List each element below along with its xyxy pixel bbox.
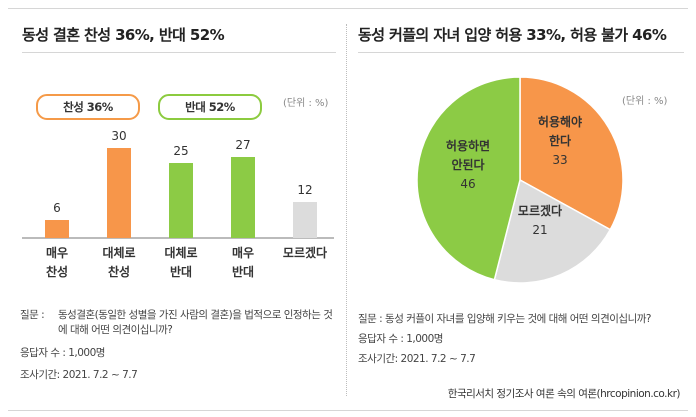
pie-value-label-3: 46 [460, 177, 475, 191]
pie-slice-1 [519, 76, 624, 231]
bar-value-label-4: 27 [235, 138, 250, 152]
bar-value-label-1: 6 [53, 201, 61, 215]
bar-category-label-4-1: 매우 [232, 245, 254, 260]
bar-1 [45, 220, 69, 238]
pie-slice-label-1-1: 허용해야 [538, 114, 582, 129]
pie-slice-3 [416, 76, 521, 281]
left-chart-title: 동성 결혼 찬성 36%, 반대 52% [22, 26, 225, 44]
left-title-underline [22, 52, 336, 53]
panel-divider [346, 24, 347, 396]
pie-slice-label-3-1: 허용하면 [446, 138, 490, 153]
pie-slice-label-2-1: 모르겠다 [518, 203, 562, 218]
bar-category-label-2-1: 대체로 [102, 245, 135, 260]
right-title-underline [358, 52, 684, 53]
left-question: 질문 : 동성결혼(동일한 성별을 가진 사람의 결혼)을 법적으로 인정하는 … [20, 308, 336, 338]
bar-category-label-5-1: 모르겠다 [283, 245, 327, 260]
right-question: 질문 : 동성 커플이 자녀를 입양해 키우는 것에 대해 어떤 의견이십니까? [358, 313, 651, 325]
left-respondents: 응답자 수 : 1,000명 [20, 347, 105, 359]
frame-bottom-border [8, 410, 688, 411]
legend-agree: 찬성 36% [36, 94, 140, 120]
source-credit: 한국리서치 정기조사 여론 속의 여론(hrcopinion.co.kr) [447, 388, 681, 400]
bar-value-label-3: 25 [173, 144, 188, 158]
frame-top-border [8, 8, 688, 9]
bar-2 [107, 148, 131, 238]
bar-category-label-2-2: 찬성 [108, 264, 130, 279]
pie-slice-2 [493, 178, 612, 284]
bar-category-label-1-2: 찬성 [46, 264, 68, 279]
bar-5 [293, 202, 317, 238]
right-survey-period: 조사기간: 2021. 7.2 ~ 7.7 [358, 353, 476, 365]
pie-slice-label-3-2: 안된다 [451, 157, 484, 172]
pie-value-label-1: 33 [552, 153, 567, 167]
bar-value-label-2: 30 [111, 129, 126, 143]
bar-category-label-1-1: 매우 [46, 245, 68, 260]
bar-category-label-3-2: 반대 [170, 264, 192, 279]
left-unit-label: (단위 : %) [283, 98, 329, 109]
bar-4 [231, 157, 255, 238]
bar-3 [169, 163, 193, 238]
bar-value-label-5: 12 [297, 183, 312, 197]
bar-category-label-3-1: 대체로 [164, 245, 197, 260]
right-unit-label: (단위 : %) [622, 96, 668, 107]
pie-value-label-2: 21 [532, 223, 547, 237]
pie-slice-label-1-2: 한다 [549, 133, 571, 148]
legend-disagree: 반대 52% [158, 94, 262, 120]
bar-category-label-4-2: 반대 [232, 264, 254, 279]
left-survey-period: 조사기간: 2021. 7.2 ~ 7.7 [20, 369, 138, 381]
left-question-label: 질문 : [20, 309, 45, 321]
right-chart-title: 동성 커플의 자녀 입양 허용 33%, 허용 불가 46% [358, 26, 667, 44]
right-respondents: 응답자 수 : 1,000명 [358, 333, 443, 345]
left-question-text: 동성결혼(동일한 성별을 가진 사람의 결혼)을 법적으로 인정하는 것에 대해… [58, 309, 333, 336]
